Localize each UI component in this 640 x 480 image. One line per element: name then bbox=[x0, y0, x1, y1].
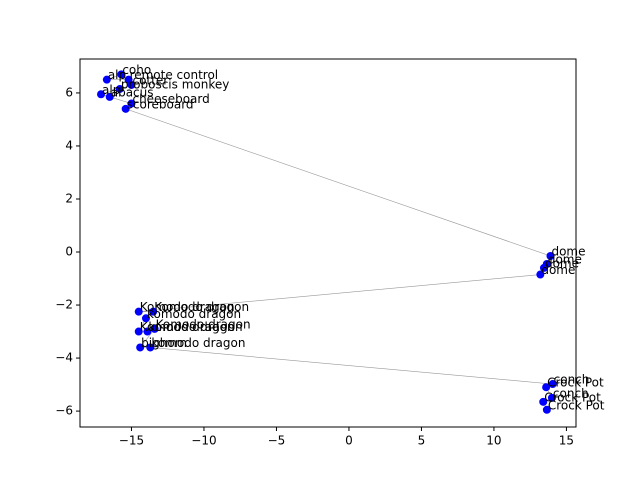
point-label: bighorn bbox=[141, 336, 187, 350]
point-label: conch bbox=[553, 386, 589, 400]
point-label: Komodo dragon bbox=[154, 300, 249, 314]
y-tick-label: −2 bbox=[55, 298, 73, 312]
point bbox=[542, 383, 551, 392]
y-tick-label: 4 bbox=[65, 138, 73, 152]
y-tick-label: −4 bbox=[55, 351, 73, 365]
point bbox=[105, 92, 114, 101]
y-tick-label: 0 bbox=[65, 245, 73, 259]
point bbox=[150, 324, 159, 333]
point bbox=[542, 405, 551, 414]
point-label: Crock Pot bbox=[547, 376, 604, 390]
point bbox=[146, 343, 155, 352]
connector-line bbox=[99, 74, 554, 410]
point-label: dome bbox=[541, 263, 575, 277]
point bbox=[548, 380, 557, 389]
point-label: komodo dragon bbox=[147, 307, 241, 321]
point-label: alp bbox=[108, 68, 126, 82]
point-label: abacus bbox=[111, 85, 154, 99]
point bbox=[102, 75, 111, 84]
point-label: Crock Pot bbox=[548, 398, 605, 412]
point-label: komodo dragon bbox=[148, 320, 242, 334]
point bbox=[536, 270, 545, 279]
plot-frame bbox=[79, 58, 577, 428]
point-label: cheeseboard bbox=[132, 92, 209, 106]
point-label: Komodo dragon bbox=[156, 317, 251, 331]
y-tick-label: 6 bbox=[65, 85, 73, 99]
point-label: remote control bbox=[130, 68, 219, 82]
point bbox=[149, 307, 158, 316]
point-label: proboscis monkey bbox=[121, 77, 229, 91]
point-label: dome bbox=[545, 256, 579, 270]
point bbox=[143, 327, 152, 336]
point bbox=[141, 314, 150, 323]
point-label: coho bbox=[122, 63, 151, 77]
point bbox=[539, 263, 548, 272]
x-tick-label: 10 bbox=[486, 434, 501, 448]
x-tick-label: −10 bbox=[191, 434, 216, 448]
point-label: komodo dragon bbox=[151, 336, 245, 350]
point-label: cotter bbox=[132, 73, 168, 87]
point bbox=[136, 343, 145, 352]
point bbox=[127, 80, 136, 89]
point bbox=[539, 397, 548, 406]
point-label: Komodo dragon bbox=[140, 320, 235, 334]
point-label: Komodo dragon bbox=[140, 300, 235, 314]
point bbox=[121, 104, 130, 113]
point bbox=[134, 327, 143, 336]
x-tick-label: 0 bbox=[345, 434, 353, 448]
x-tick-label: 15 bbox=[559, 434, 574, 448]
point-label: conch bbox=[554, 373, 590, 387]
y-tick-label: 2 bbox=[65, 191, 73, 205]
point bbox=[546, 251, 555, 260]
x-tick-label: 5 bbox=[418, 434, 426, 448]
point bbox=[97, 90, 106, 99]
point bbox=[127, 99, 136, 108]
point bbox=[134, 307, 143, 316]
point-label: scoreboard bbox=[127, 97, 194, 111]
point-label: dome bbox=[548, 252, 582, 266]
x-tick-label: −5 bbox=[268, 434, 286, 448]
point bbox=[117, 70, 126, 79]
point-label: dome bbox=[551, 244, 585, 258]
point-label: alp bbox=[102, 83, 120, 97]
point bbox=[115, 84, 124, 93]
x-tick-label: −15 bbox=[119, 434, 144, 448]
point-label: Crock Pot bbox=[544, 390, 601, 404]
y-tick-label: −6 bbox=[55, 404, 73, 418]
point bbox=[547, 393, 556, 402]
